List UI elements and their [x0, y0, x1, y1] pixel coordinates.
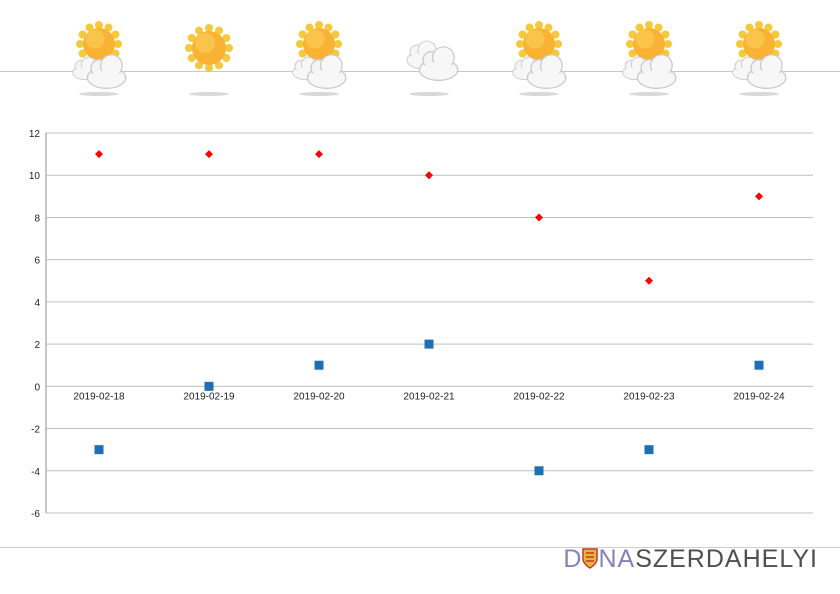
data-point-diamond: [645, 276, 653, 285]
data-point-square: [754, 360, 764, 370]
y-tick-label: 0: [34, 382, 40, 393]
x-tick-label: 2019-02-21: [403, 391, 455, 402]
y-tick-label: 4: [34, 298, 40, 309]
data-point-square: [314, 360, 324, 370]
logo-text-end: SZERDAHELYI: [635, 545, 818, 573]
sun-cloud-icon: [67, 18, 131, 98]
x-tick-label: 2019-02-22: [513, 391, 565, 402]
logo-text-start: D: [563, 545, 583, 573]
data-point-square: [644, 445, 654, 455]
data-point-diamond: [425, 171, 433, 180]
y-tick-label: 2: [34, 340, 40, 351]
data-point-square: [94, 445, 104, 455]
data-point-diamond: [95, 150, 103, 159]
coat-of-arms-icon: [582, 548, 599, 569]
sun-cloud-icon: [727, 18, 791, 98]
x-tick-label: 2019-02-20: [293, 391, 345, 402]
sun-icon: [177, 18, 241, 98]
site-logo: D NASZERDAHELYI: [563, 545, 818, 574]
data-point-diamond: [315, 150, 323, 159]
y-tick-label: 10: [29, 171, 41, 182]
y-tick-label: 12: [29, 129, 41, 140]
x-tick-label: 2019-02-24: [733, 391, 785, 402]
temperature-chart: 12 10 8 6 4 2 0 -2 -4 -6 2019-02-18 2019-02-19 2019-…: [29, 129, 813, 520]
x-tick-label: 2019-02-19: [183, 391, 235, 402]
data-point-diamond: [535, 213, 543, 222]
data-point-square: [204, 381, 214, 391]
x-tick-label: 2019-02-18: [73, 391, 125, 402]
sun-cloud-icon: [617, 18, 681, 98]
data-point-square: [534, 466, 544, 476]
x-tick-label: 2019-02-23: [623, 391, 675, 402]
forecast-icon-row: [0, 0, 840, 100]
y-tick-label: 8: [34, 213, 40, 224]
footer-divider: [0, 547, 840, 548]
sun-cloud-icon: [507, 18, 571, 98]
y-tick-label: -2: [31, 425, 40, 436]
y-tick-label: -6: [31, 509, 40, 520]
data-point-diamond: [755, 192, 763, 201]
sun-cloud-icon: [287, 18, 351, 98]
logo-text-mid: NA: [598, 545, 636, 573]
data-point-diamond: [205, 150, 213, 159]
data-point-square: [424, 339, 434, 349]
cloud-icon: [397, 18, 461, 98]
y-tick-label: -4: [31, 467, 40, 478]
y-tick-label: 6: [34, 256, 40, 267]
